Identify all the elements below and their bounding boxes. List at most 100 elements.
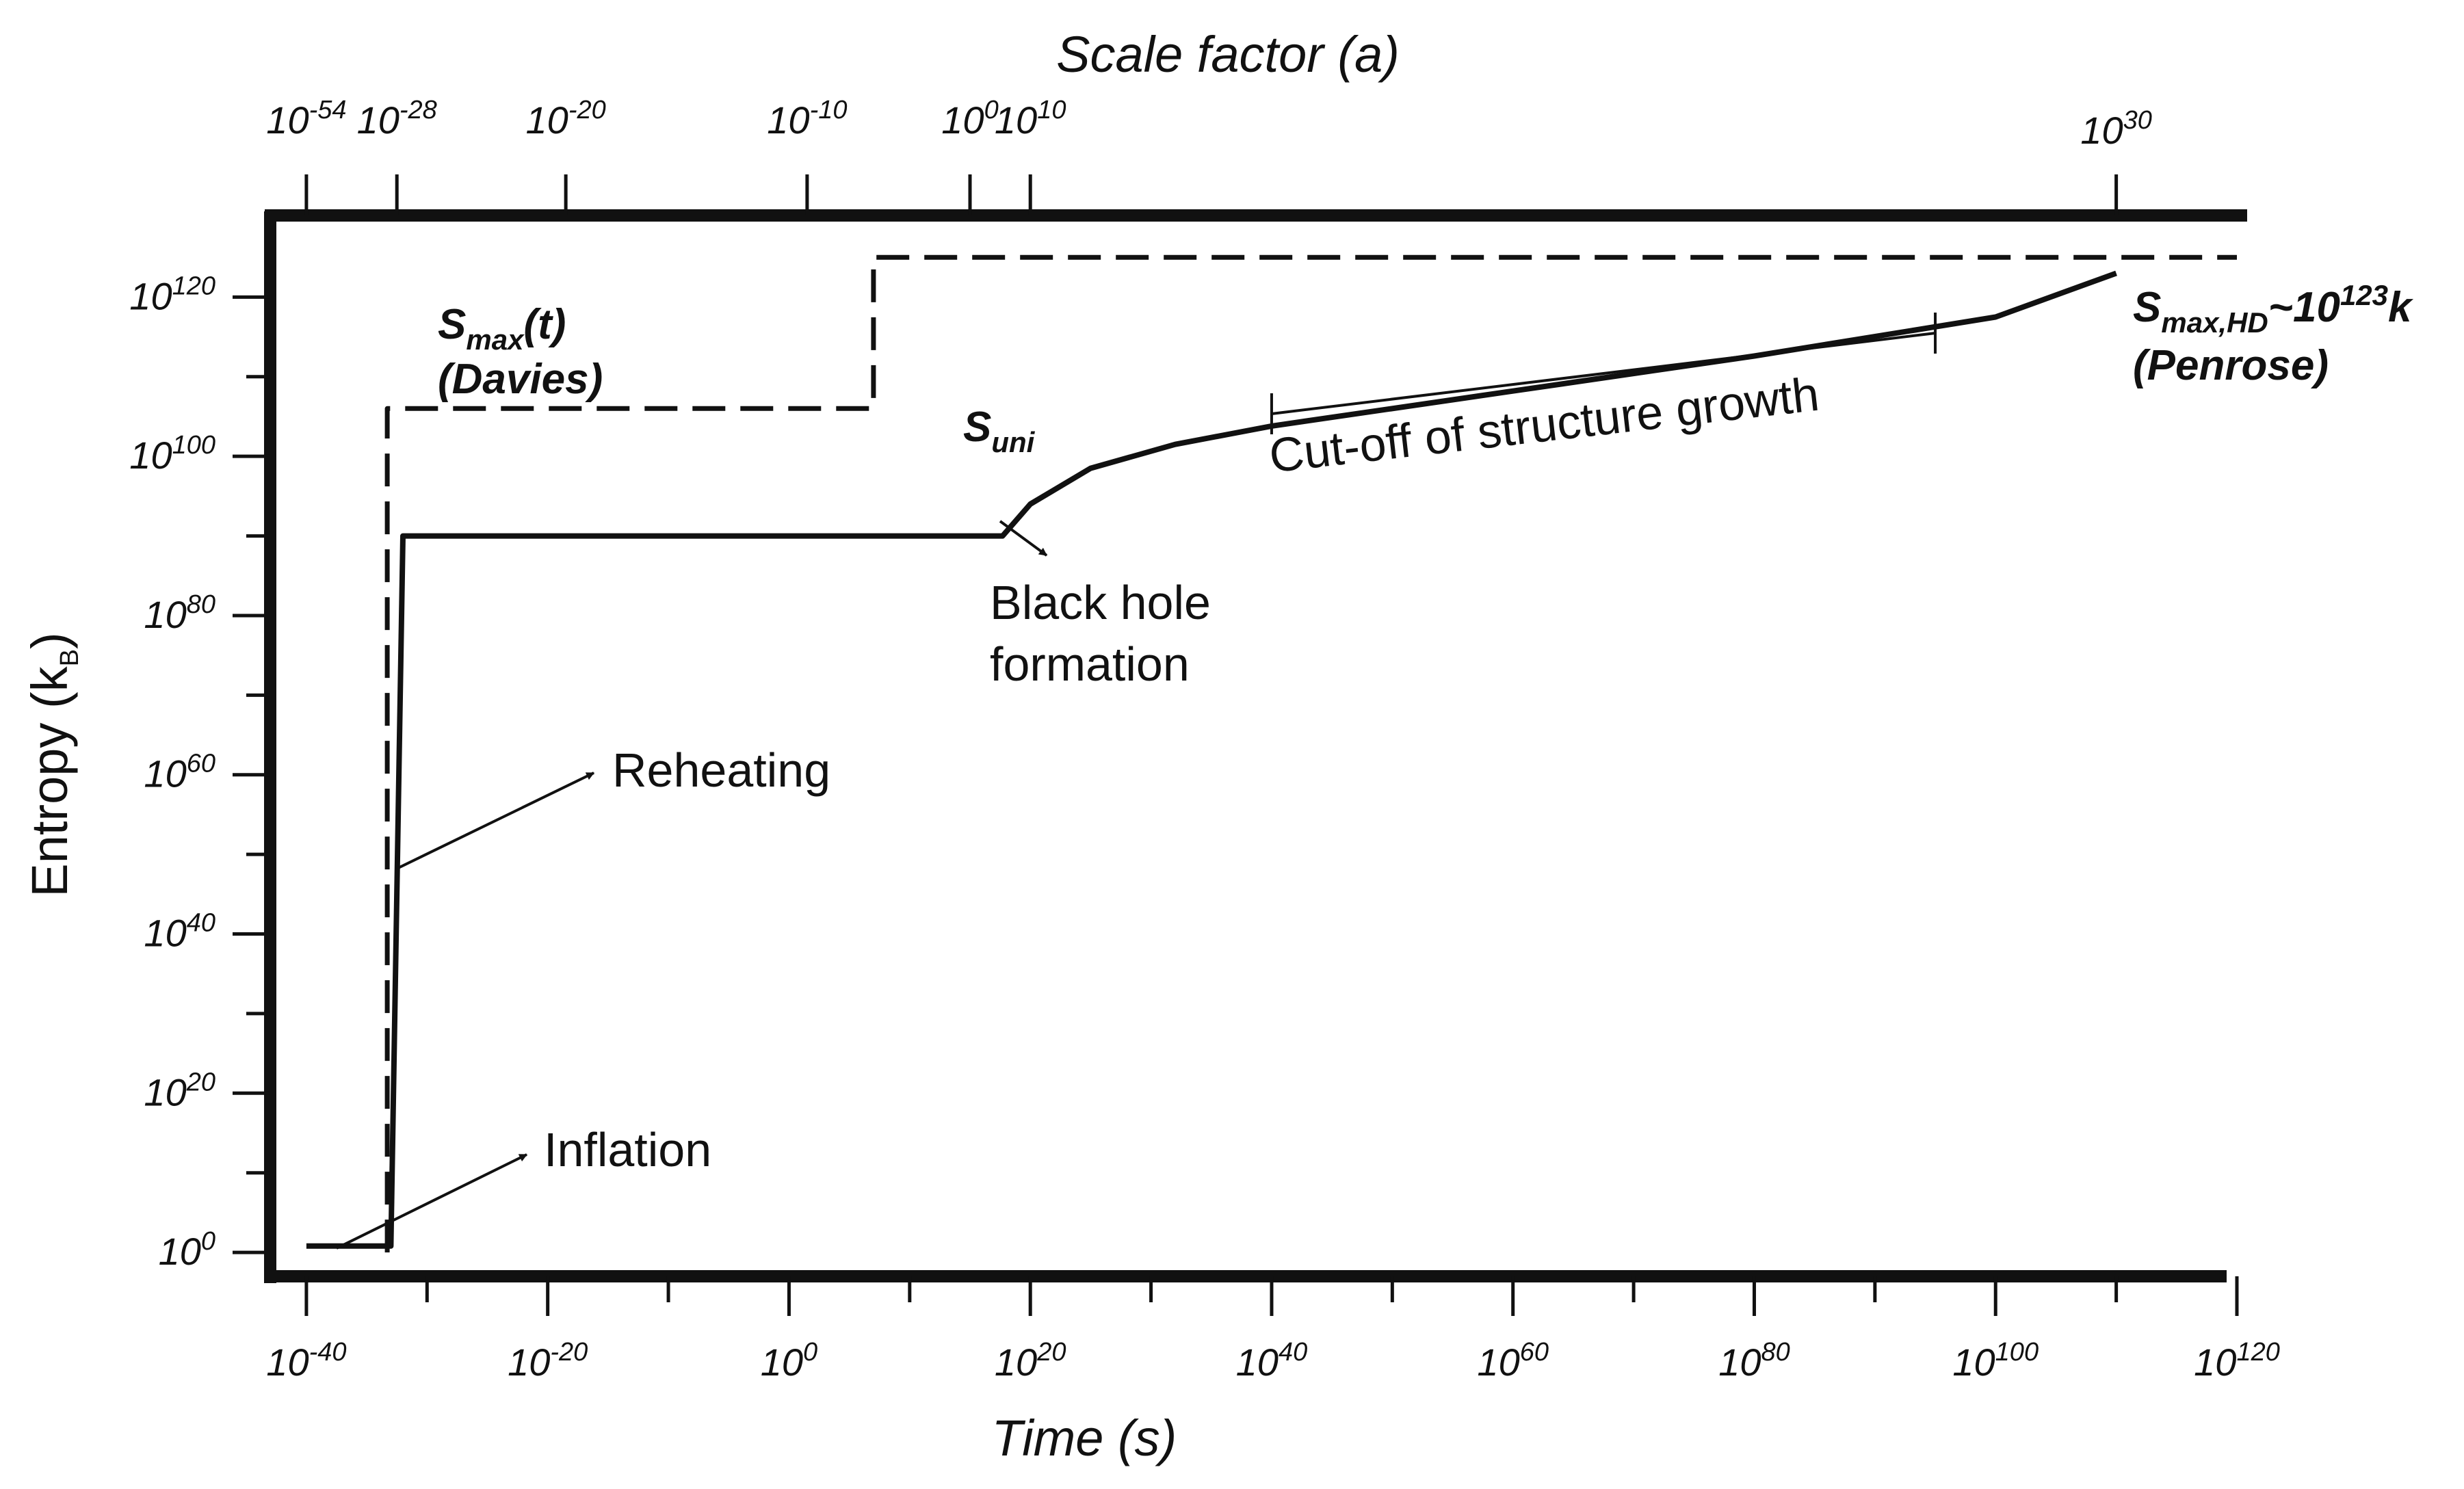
smax-davies-line <box>384 254 2237 1253</box>
top-x-axis-title: Scale factor (a) <box>1056 26 1400 83</box>
x-axis: 10-40 10-20 100 1020 1040 1060 1080 10100 10120 <box>266 1276 2280 1384</box>
y-tick-label-exp: 100 <box>172 431 215 460</box>
penrose-label-end: k <box>2388 284 2414 331</box>
suni-label: Suni <box>963 404 1036 458</box>
y-tick-label-base: 10 <box>144 912 186 955</box>
x-tick-label-exp: 60 <box>1520 1338 1549 1367</box>
penrose-note: (Penrose) <box>2133 342 2329 389</box>
top-x-tick-label-exp: -10 <box>810 96 848 124</box>
y-axis-title-sub: B <box>55 649 84 666</box>
x-tick-label: 100 <box>761 1338 817 1384</box>
y-tick-label-exp: 60 <box>187 750 215 778</box>
top-x-tick-label: 10-20 <box>526 96 606 142</box>
x-tick-label: 1020 <box>995 1338 1066 1384</box>
y-tick-label-base: 10 <box>144 752 186 795</box>
reheating-arrow <box>396 772 595 870</box>
top-x-tick-label-base: 10 <box>995 98 1037 142</box>
y-tick-label-base: 10 <box>144 1070 186 1114</box>
top-x-tick-label-base: 10 <box>357 98 399 142</box>
plot-frame <box>264 209 2247 1283</box>
penrose-label: Smax,HD~10123k <box>2133 279 2414 339</box>
davies-label: Smax(t) <box>438 301 566 356</box>
x-tick-label: 1080 <box>1718 1338 1790 1384</box>
x-tick-label-base: 10 <box>1718 1341 1761 1384</box>
y-tick-label: 100 <box>159 1227 215 1273</box>
x-tick-label-base: 10 <box>1477 1341 1519 1384</box>
y-tick-label-base: 10 <box>159 1230 201 1273</box>
x-tick-label-exp: -40 <box>309 1338 347 1367</box>
top-x-tick-label: 10-54 <box>266 96 346 142</box>
x-tick-label-base: 10 <box>2194 1341 2236 1384</box>
y-axis-title-close: ) <box>21 632 78 649</box>
penrose-label-sub: max,HD <box>2161 306 2268 339</box>
top-x-tick-label: 1010 <box>995 96 1066 142</box>
x-tick-label-base: 10 <box>1236 1341 1279 1384</box>
y-tick-label: 1040 <box>144 909 215 955</box>
x-tick-label-exp: 20 <box>1036 1338 1066 1367</box>
y-tick-label-base: 10 <box>129 434 172 477</box>
x-tick-label: 10-40 <box>266 1338 346 1384</box>
top-x-tick-label: 100 <box>941 96 998 142</box>
x-tick-label: 1060 <box>1477 1338 1549 1384</box>
suni-label-main: S <box>963 404 991 451</box>
y-tick-label-exp: 0 <box>201 1227 215 1256</box>
x-tick-label-base: 10 <box>266 1341 309 1384</box>
top-x-tick-label: 10-10 <box>767 96 847 142</box>
y-tick-label: 10100 <box>129 431 215 477</box>
top-x-tick-label-exp: 30 <box>2123 106 2152 135</box>
davies-label-end: (t) <box>523 301 566 348</box>
y-tick-label-exp: 40 <box>187 909 215 938</box>
x-tick-label: 10100 <box>1952 1338 2039 1384</box>
x-tick-label-base: 10 <box>508 1341 550 1384</box>
inflation-arrow <box>336 1153 528 1250</box>
top-x-tick-label-exp: -54 <box>309 96 347 124</box>
y-tick-label-base: 10 <box>144 593 186 636</box>
penrose-label-main: S <box>2133 284 2161 331</box>
davies-label-sub: max <box>466 324 525 356</box>
x-tick-label-exp: 100 <box>1995 1338 2039 1367</box>
top-x-tick-label-exp: -28 <box>399 96 437 124</box>
penrose-label-mid: ~10 <box>2268 284 2340 331</box>
top-x-tick-label: 10-28 <box>357 96 437 142</box>
top-x-tick-label-base: 10 <box>2080 109 2123 152</box>
davies-note: (Davies) <box>438 356 603 403</box>
x-tick-label-base: 10 <box>995 1341 1037 1384</box>
y-tick-label-exp: 20 <box>186 1068 215 1096</box>
x-tick-label-exp: 80 <box>1761 1338 1790 1367</box>
top-x-tick-label-exp: 0 <box>984 96 999 124</box>
x-tick-label: 1040 <box>1236 1338 1308 1384</box>
y-tick-label-base: 10 <box>129 274 172 317</box>
y-tick-label: 1080 <box>144 590 215 636</box>
suni-line <box>306 270 2117 1249</box>
top-x-tick-label-exp: 10 <box>1037 96 1066 124</box>
y-tick-label-exp: 120 <box>172 272 215 300</box>
black-hole-arrow <box>999 520 1048 557</box>
x-tick-label-exp: 120 <box>2236 1338 2279 1367</box>
x-tick-label-exp: -20 <box>550 1338 588 1367</box>
top-x-tick-label-exp: -20 <box>568 96 606 124</box>
y-tick-label: 10120 <box>129 272 215 317</box>
black-hole-label-line1: Black hole <box>990 576 1211 629</box>
cutoff-bracket-line <box>1271 332 1936 415</box>
top-x-tick-label: 1030 <box>2080 106 2152 152</box>
y-tick-label-exp: 80 <box>187 590 215 619</box>
x-tick-label: 10120 <box>2194 1338 2280 1384</box>
y-tick-label: 1020 <box>144 1068 215 1114</box>
top-x-tick-label-base: 10 <box>767 98 809 142</box>
top-x-tick-label-base: 10 <box>941 98 984 142</box>
x-tick-label-exp: 40 <box>1279 1338 1307 1367</box>
x-tick-label-base: 10 <box>1952 1341 1995 1384</box>
x-tick-label-base: 10 <box>761 1341 803 1384</box>
penrose-label-sup: 123 <box>2340 279 2388 311</box>
y-axis-title-main: Entropy (k <box>21 666 78 897</box>
inflation-label: Inflation <box>544 1123 711 1176</box>
y-tick-label: 1060 <box>144 750 215 795</box>
cutoff-bracket <box>1270 313 1937 434</box>
x-axis-title: Time (s) <box>992 1410 1177 1466</box>
y-axis-title: Entropy (kB) <box>21 632 84 897</box>
top-x-tick-label-base: 10 <box>526 98 568 142</box>
black-hole-label-line2: formation <box>990 637 1190 691</box>
reheating-label: Reheating <box>612 743 830 797</box>
